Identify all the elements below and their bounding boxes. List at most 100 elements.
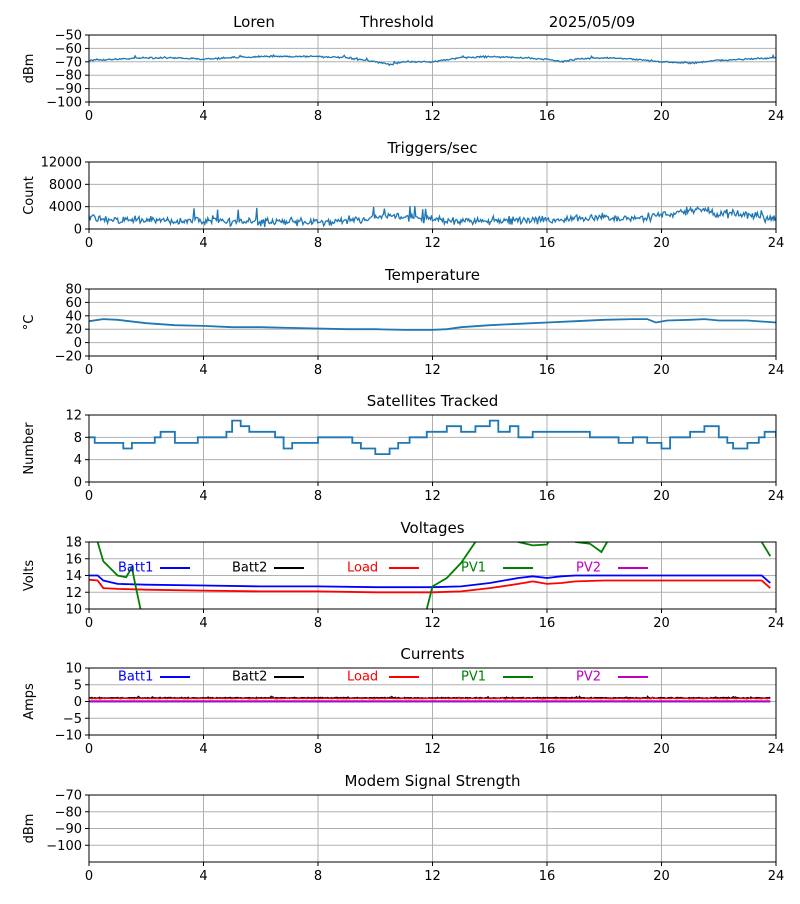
y-tick-label: −20 xyxy=(55,350,82,365)
x-tick-label: 0 xyxy=(85,236,93,251)
legend-pv2: PV2 xyxy=(576,670,601,685)
x-tick-label: 20 xyxy=(653,742,670,757)
y-tick-label: −70 xyxy=(55,55,82,70)
x-tick-label: 0 xyxy=(85,616,93,631)
x-tick-label: 24 xyxy=(768,489,785,504)
series-batt1-4-0 xyxy=(89,574,771,589)
series-load-5-2 xyxy=(89,696,771,700)
chart-title: Modem Signal Strength xyxy=(345,772,521,790)
x-tick-label: 8 xyxy=(314,363,322,378)
x-tick-label: 20 xyxy=(653,489,670,504)
x-tick-label: 16 xyxy=(539,109,556,124)
y-axis-label: Amps xyxy=(22,683,37,720)
y-tick-label: 0 xyxy=(74,223,82,238)
y-tick-label: 40 xyxy=(65,309,82,324)
y-tick-label: 12000 xyxy=(41,156,82,171)
y-tick-label: 4000 xyxy=(49,200,82,215)
legend-batt1: Batt1 xyxy=(118,670,153,685)
legend-pv1: PV1 xyxy=(461,561,486,576)
chart-title: Currents xyxy=(400,645,464,663)
x-tick-label: 24 xyxy=(768,109,785,124)
y-tick-label: −100 xyxy=(46,839,82,854)
x-tick-label: 12 xyxy=(424,489,441,504)
y-tick-label: 8 xyxy=(74,431,82,446)
x-tick-label: 4 xyxy=(199,236,207,251)
x-tick-label: 4 xyxy=(199,616,207,631)
y-tick-label: 16 xyxy=(65,552,82,567)
y-tick-label: −90 xyxy=(55,82,82,97)
y-tick-label: 18 xyxy=(65,536,82,551)
x-tick-label: 16 xyxy=(539,742,556,757)
x-tick-label: 4 xyxy=(199,363,207,378)
panel-6 xyxy=(85,794,777,866)
y-tick-label: 0 xyxy=(74,336,82,351)
y-tick-label: 0 xyxy=(74,476,82,491)
y-tick-label: 8000 xyxy=(49,178,82,193)
legend-batt2: Batt2 xyxy=(232,670,267,685)
y-tick-label: −60 xyxy=(55,42,82,57)
y-tick-label: −5 xyxy=(63,712,82,727)
x-tick-label: 0 xyxy=(85,363,93,378)
y-tick-label: −100 xyxy=(46,96,82,111)
chart-title: Triggers/sec xyxy=(387,139,478,157)
header-date: 2025/05/09 xyxy=(549,13,635,31)
y-tick-label: 0 xyxy=(74,695,82,710)
panel-3 xyxy=(85,414,777,486)
panel-0 xyxy=(85,34,777,106)
y-axis-label: Volts xyxy=(22,560,37,592)
panel-2 xyxy=(85,288,777,360)
x-tick-label: 4 xyxy=(199,489,207,504)
x-tick-label: 8 xyxy=(314,869,322,884)
x-tick-label: 20 xyxy=(653,616,670,631)
y-tick-label: 14 xyxy=(65,569,82,584)
series-line-0-0 xyxy=(89,53,776,67)
x-tick-label: 24 xyxy=(768,616,785,631)
y-tick-label: 12 xyxy=(65,409,82,424)
x-tick-label: 12 xyxy=(424,363,441,378)
y-tick-label: −90 xyxy=(55,822,82,837)
panel-1 xyxy=(85,161,777,233)
x-tick-label: 8 xyxy=(314,489,322,504)
x-tick-label: 20 xyxy=(653,869,670,884)
y-tick-label: 80 xyxy=(65,283,82,298)
x-tick-label: 20 xyxy=(653,236,670,251)
x-tick-label: 24 xyxy=(768,363,785,378)
legend-pv2: PV2 xyxy=(576,561,601,576)
series-pv1-4-4 xyxy=(760,542,772,557)
y-axis-label: Count xyxy=(22,176,37,215)
y-tick-label: −10 xyxy=(55,729,82,744)
y-tick-label: 10 xyxy=(65,603,82,618)
x-tick-label: 0 xyxy=(85,109,93,124)
series-line-3-0 xyxy=(89,419,776,455)
x-tick-label: 24 xyxy=(768,869,785,884)
x-tick-label: 0 xyxy=(85,869,93,884)
x-tick-label: 20 xyxy=(653,363,670,378)
x-tick-label: 16 xyxy=(539,869,556,884)
x-tick-label: 20 xyxy=(653,109,670,124)
x-tick-label: 12 xyxy=(424,236,441,251)
y-tick-label: −70 xyxy=(55,789,82,804)
series-line-2-0 xyxy=(89,318,776,331)
x-tick-label: 4 xyxy=(199,869,207,884)
chart-title: Voltages xyxy=(400,519,464,537)
series-line-1-0 xyxy=(89,205,776,228)
x-tick-label: 16 xyxy=(539,616,556,631)
header-kind: Threshold xyxy=(359,13,434,31)
legend-load: Load xyxy=(347,561,378,576)
y-tick-label: 60 xyxy=(65,296,82,311)
x-tick-label: 8 xyxy=(314,236,322,251)
x-tick-label: 4 xyxy=(199,742,207,757)
x-tick-label: 8 xyxy=(314,742,322,757)
y-axis-label: dBm xyxy=(22,54,37,84)
legend-batt2: Batt2 xyxy=(232,561,267,576)
y-axis-label: °C xyxy=(22,315,37,331)
y-tick-label: −80 xyxy=(55,805,82,820)
x-tick-label: 12 xyxy=(424,869,441,884)
x-tick-label: 12 xyxy=(424,616,441,631)
legend-load: Load xyxy=(347,670,378,685)
x-tick-label: 24 xyxy=(768,236,785,251)
x-tick-label: 0 xyxy=(85,489,93,504)
y-tick-label: −50 xyxy=(55,29,82,44)
y-tick-label: 10 xyxy=(65,662,82,677)
